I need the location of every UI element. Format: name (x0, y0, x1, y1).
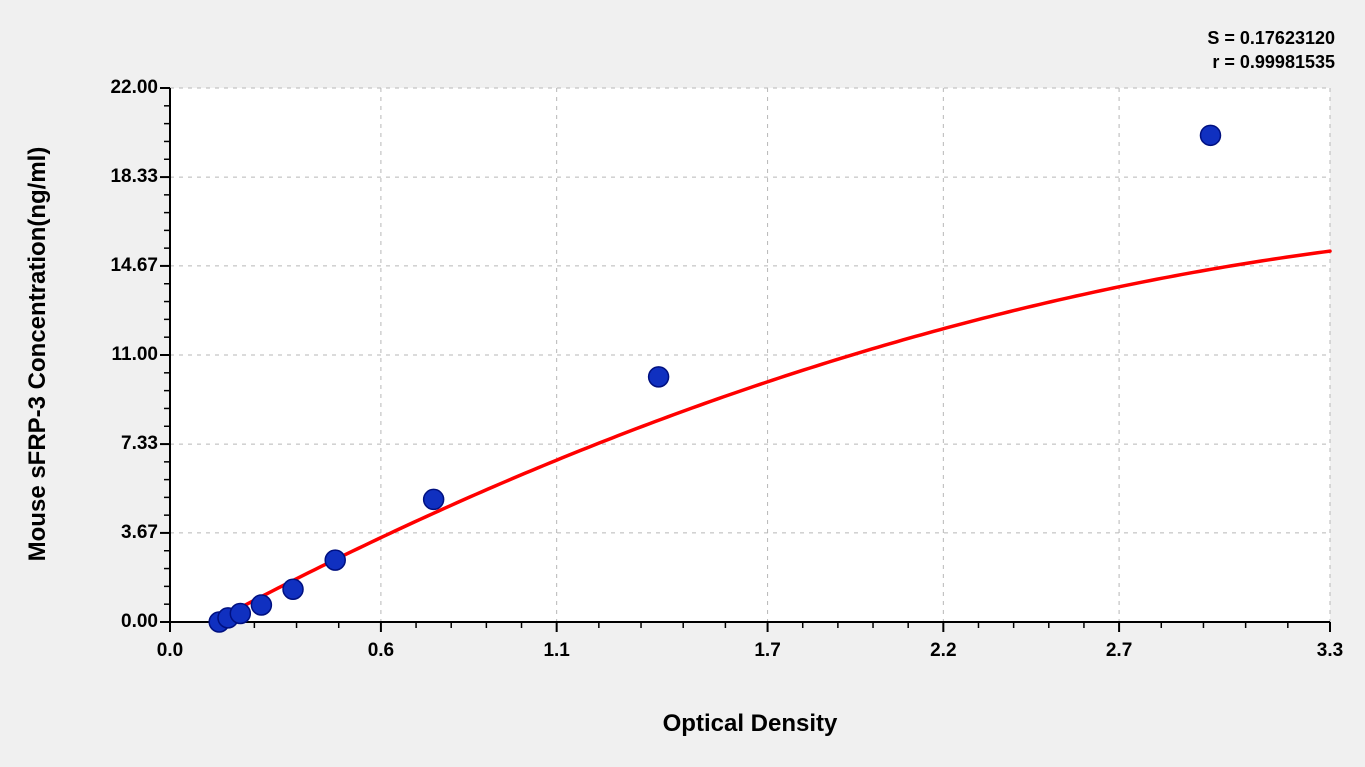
x-tick-label: 0.0 (157, 640, 183, 662)
y-tick-label: 14.67 (110, 255, 158, 277)
y-tick-label: 0.00 (121, 611, 158, 633)
chart-svg (0, 0, 1365, 767)
x-tick-label: 1.7 (754, 640, 780, 662)
fit-curve (216, 251, 1330, 620)
y-tick-label: 3.67 (121, 522, 158, 544)
y-tick-label: 7.33 (121, 433, 158, 455)
data-point (424, 489, 444, 509)
data-point (283, 579, 303, 599)
x-tick-label: 2.7 (1106, 640, 1132, 662)
x-tick-label: 1.1 (543, 640, 569, 662)
y-tick-label: 11.00 (112, 344, 159, 366)
data-point (1200, 125, 1220, 145)
data-point (325, 550, 345, 570)
y-tick-label: 18.33 (110, 166, 158, 188)
x-tick-label: 2.2 (930, 640, 956, 662)
x-tick-label: 3.3 (1317, 640, 1343, 662)
data-point (649, 367, 669, 387)
x-tick-label: 0.6 (368, 640, 394, 662)
data-point (251, 595, 271, 615)
y-tick-label: 22.00 (110, 77, 158, 99)
data-point (230, 604, 250, 624)
